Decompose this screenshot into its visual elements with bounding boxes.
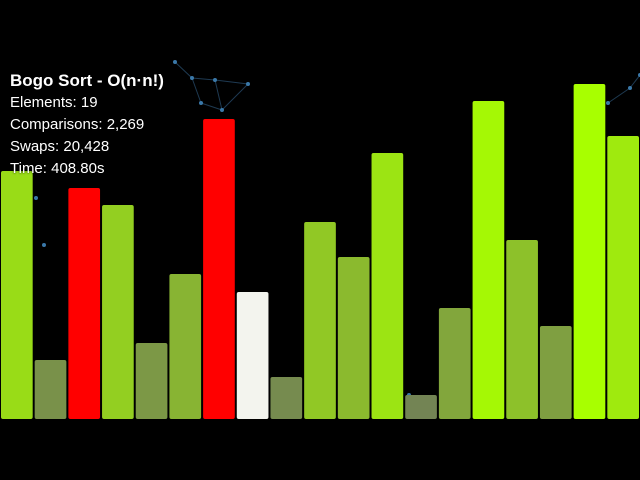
network-node	[220, 108, 224, 112]
network-node	[628, 86, 632, 90]
array-bar-6	[169, 274, 202, 419]
network-edge	[629, 74, 640, 89]
array-bar-15	[472, 101, 505, 419]
array-bar-17	[539, 326, 572, 419]
network-edge	[174, 61, 193, 79]
array-bar-10	[304, 222, 336, 419]
network-node	[606, 101, 610, 105]
network-node	[34, 196, 38, 200]
array-bar-4	[102, 205, 134, 419]
network-edge	[214, 79, 223, 111]
network-node	[42, 243, 46, 247]
network-node	[173, 60, 177, 64]
array-bar-13	[405, 395, 437, 419]
array-bar-9	[270, 377, 303, 419]
network-node	[213, 78, 217, 82]
network-node	[246, 82, 250, 86]
array-bar-16	[506, 240, 538, 419]
background-network	[34, 60, 640, 397]
network-node	[190, 76, 194, 80]
network-node	[199, 101, 203, 105]
array-bar-11	[337, 257, 370, 419]
array-bar-18	[573, 84, 606, 419]
network-edge	[214, 79, 249, 85]
array-bar-7	[203, 119, 235, 419]
array-bar-12	[371, 153, 404, 419]
network-edge	[607, 87, 631, 104]
array-bar-3	[68, 188, 101, 419]
network-edge	[191, 77, 216, 81]
array-bar-19	[607, 136, 639, 419]
array-bar-14	[438, 308, 471, 419]
network-edge	[200, 102, 223, 111]
array-bar-1	[1, 171, 33, 419]
array-bar-5	[135, 343, 168, 419]
bar-array	[1, 84, 639, 419]
network-edge	[221, 83, 249, 111]
array-bar-2	[34, 360, 67, 419]
network-edge	[191, 77, 202, 104]
array-bar-8	[236, 292, 269, 419]
